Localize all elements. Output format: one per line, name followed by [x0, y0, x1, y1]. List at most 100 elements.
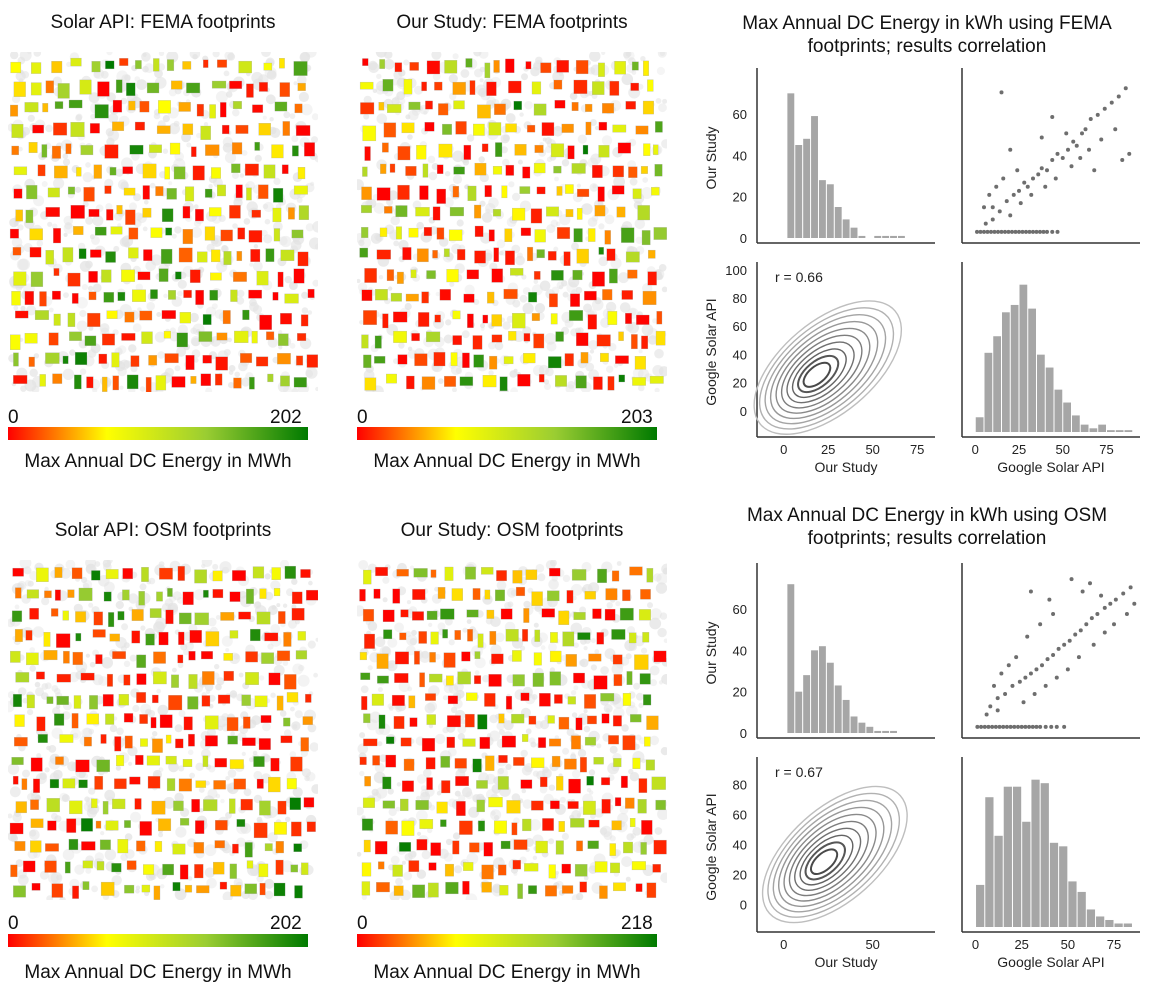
building-footprint	[474, 225, 484, 237]
building-footprint	[83, 736, 92, 747]
building-footprint	[592, 81, 605, 95]
building-footprint	[272, 292, 279, 301]
y-tick-label: 40	[733, 347, 747, 362]
tree-canopy	[196, 132, 202, 139]
building-footprint	[161, 310, 176, 319]
scatter-point	[999, 671, 1004, 676]
building-footprint	[233, 778, 246, 790]
building-footprint	[360, 672, 371, 680]
tree-canopy	[191, 226, 202, 238]
building-footprint	[100, 734, 107, 744]
building-footprint	[421, 738, 436, 752]
scatter-point	[1127, 151, 1132, 156]
tree-canopy	[605, 301, 617, 313]
y-tick-label: 20	[733, 685, 747, 700]
building-footprint	[300, 314, 309, 327]
scatter-point	[1006, 663, 1011, 668]
tree-canopy	[583, 646, 588, 651]
building-footprint	[101, 269, 112, 283]
histogram-bar	[985, 797, 994, 927]
tree-canopy	[516, 252, 523, 259]
building-footprint	[13, 271, 27, 286]
building-footprint	[30, 82, 42, 96]
building-footprint	[611, 185, 625, 195]
building-footprint	[74, 352, 88, 365]
building-footprint	[212, 589, 224, 599]
scatter-point	[1018, 201, 1023, 206]
building-footprint	[482, 314, 489, 324]
scatter-point	[1116, 94, 1121, 99]
building-footprint	[205, 144, 220, 156]
building-footprint	[220, 229, 233, 242]
building-footprint	[382, 776, 392, 790]
tree-canopy	[444, 171, 451, 177]
tree-canopy	[129, 202, 137, 211]
tree-canopy	[156, 688, 162, 694]
building-footprint	[227, 735, 238, 745]
scatter-point	[978, 229, 983, 234]
building-footprint	[571, 735, 581, 750]
building-footprint	[274, 821, 287, 835]
building-footprint	[124, 820, 131, 828]
building-footprint	[550, 143, 565, 158]
building-footprint	[378, 102, 385, 111]
tree-canopy	[267, 832, 278, 843]
building-footprint	[487, 291, 495, 304]
building-footprint	[359, 652, 367, 661]
building-footprint	[361, 227, 369, 238]
building-footprint	[493, 247, 499, 262]
building-footprint	[573, 672, 585, 684]
building-footprint	[426, 610, 438, 620]
building-footprint	[476, 799, 485, 813]
building-footprint	[11, 291, 21, 306]
tree-canopy	[383, 59, 395, 70]
tree-canopy	[311, 113, 319, 121]
tree-canopy	[452, 387, 457, 393]
building-footprint	[635, 125, 649, 135]
building-footprint	[389, 163, 396, 173]
building-footprint	[10, 650, 21, 663]
y-tick-label: 20	[733, 376, 747, 391]
building-footprint	[104, 185, 112, 194]
building-footprint	[48, 332, 59, 346]
tree-canopy	[60, 568, 72, 579]
building-footprint	[166, 188, 177, 200]
tree-canopy	[82, 579, 93, 590]
tree-canopy	[478, 156, 485, 163]
building-footprint	[131, 630, 141, 644]
tree-canopy	[365, 199, 373, 207]
building-footprint	[584, 736, 597, 746]
tree-canopy	[47, 221, 53, 227]
tree-canopy	[248, 757, 254, 763]
building-footprint	[565, 209, 574, 218]
building-footprint	[185, 355, 195, 370]
tree-canopy	[539, 280, 551, 292]
tree-canopy	[381, 646, 391, 656]
building-footprint	[396, 569, 409, 577]
building-footprint	[188, 674, 198, 689]
building-footprint	[499, 376, 508, 392]
tree-canopy	[113, 245, 120, 252]
scatter-point	[986, 724, 991, 729]
scatter-point	[1109, 100, 1114, 105]
scatter-point	[1004, 724, 1009, 729]
tree-canopy	[136, 79, 148, 90]
tree-canopy	[249, 298, 257, 307]
tree-canopy	[445, 838, 453, 846]
tree-canopy	[62, 153, 69, 159]
building-footprint	[62, 247, 74, 263]
x-axis-label: Our Study	[814, 459, 877, 475]
building-footprint	[30, 757, 43, 772]
tree-canopy	[121, 157, 133, 170]
building-footprint	[646, 568, 654, 583]
building-footprint	[397, 354, 408, 365]
building-footprint	[223, 653, 233, 661]
tree-canopy	[399, 98, 406, 105]
building-footprint	[527, 124, 536, 133]
building-footprint	[203, 589, 209, 598]
building-footprint	[484, 693, 496, 707]
tree-canopy	[388, 706, 394, 711]
tree-canopy	[641, 647, 648, 654]
building-footprint	[467, 185, 477, 201]
tree-canopy	[262, 115, 267, 120]
